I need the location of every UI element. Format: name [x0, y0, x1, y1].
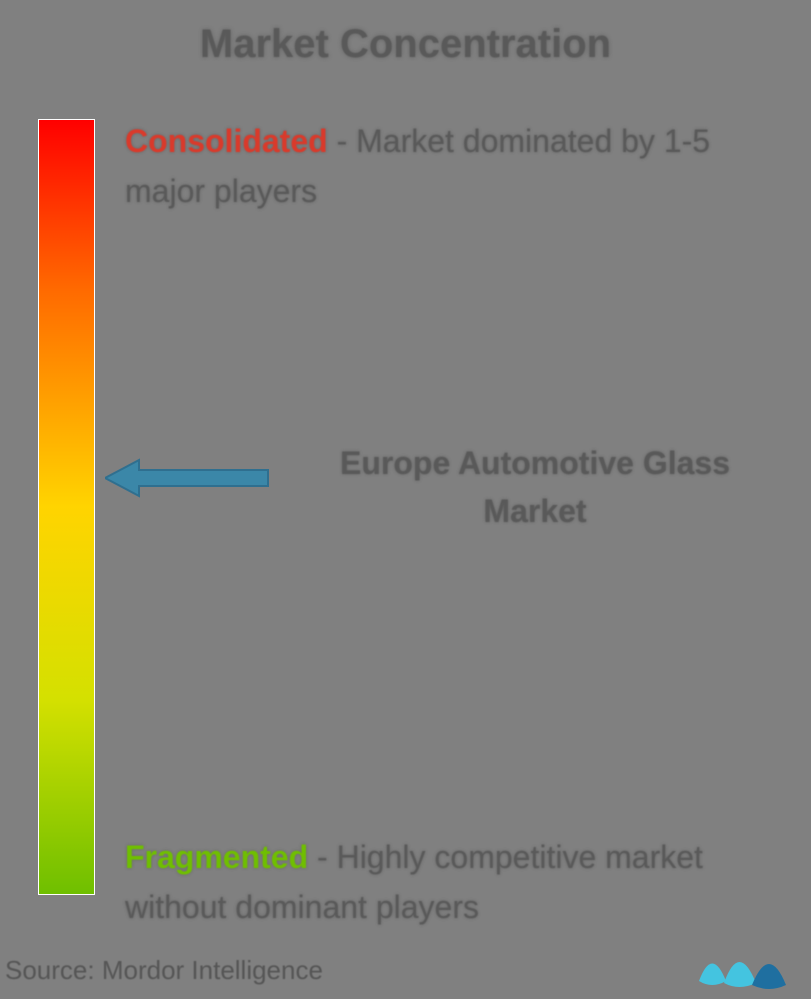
source-attribution: Source: Mordor Intelligence [5, 955, 323, 986]
arrow-left-icon [105, 458, 270, 498]
fragmented-label: Fragmented - Highly competitive market w… [125, 833, 765, 932]
market-name-label: Europe Automotive Glass Market [290, 439, 780, 535]
consolidated-keyword: Consolidated [125, 123, 328, 159]
brand-logo [694, 941, 789, 989]
waves-logo-icon [694, 941, 789, 989]
consolidated-label: Consolidated - Market dominated by 1-5 m… [125, 117, 765, 216]
position-arrow [105, 458, 270, 498]
fragmented-keyword: Fragmented [125, 839, 308, 875]
page-title: Market Concentration [0, 22, 811, 67]
concentration-gradient-bar [38, 119, 95, 895]
